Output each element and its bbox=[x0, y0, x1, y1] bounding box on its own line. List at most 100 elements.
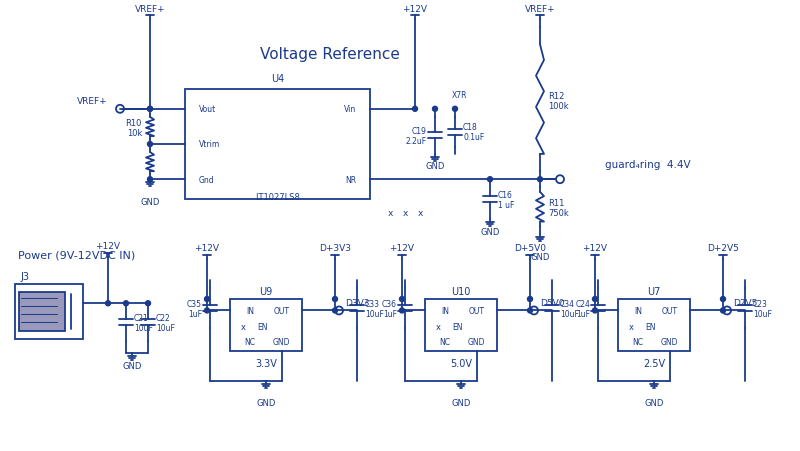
Text: C22: C22 bbox=[156, 313, 170, 322]
Text: 5.0V: 5.0V bbox=[450, 358, 472, 368]
Text: X7R: X7R bbox=[452, 90, 468, 99]
Text: Vout: Vout bbox=[199, 105, 216, 114]
Text: OUT: OUT bbox=[274, 306, 290, 315]
Text: EN: EN bbox=[452, 322, 462, 331]
Text: +12V: +12V bbox=[390, 244, 414, 253]
Circle shape bbox=[146, 301, 150, 306]
Text: NC: NC bbox=[245, 337, 256, 346]
Text: EN: EN bbox=[645, 322, 656, 331]
Text: R12: R12 bbox=[548, 92, 564, 101]
Text: 1uF: 1uF bbox=[383, 309, 397, 318]
Circle shape bbox=[147, 107, 153, 112]
Circle shape bbox=[205, 308, 210, 313]
Text: x: x bbox=[241, 322, 246, 331]
Text: GND: GND bbox=[122, 361, 142, 370]
Text: NC: NC bbox=[440, 337, 450, 346]
Text: OUT: OUT bbox=[662, 306, 678, 315]
Circle shape bbox=[205, 297, 210, 302]
Text: OUT: OUT bbox=[469, 306, 485, 315]
Text: GND: GND bbox=[661, 337, 678, 346]
Text: D+3V3: D+3V3 bbox=[319, 244, 351, 253]
Text: U4: U4 bbox=[271, 74, 285, 84]
Circle shape bbox=[399, 297, 405, 302]
Circle shape bbox=[147, 107, 153, 112]
Text: 750k: 750k bbox=[548, 209, 569, 218]
Text: GND: GND bbox=[140, 197, 160, 206]
Text: VREF+: VREF+ bbox=[78, 97, 108, 106]
Circle shape bbox=[106, 301, 110, 306]
Text: C16: C16 bbox=[498, 190, 513, 199]
Text: 10uF: 10uF bbox=[156, 323, 175, 332]
Text: U10: U10 bbox=[451, 286, 470, 296]
Text: 1 uF: 1 uF bbox=[498, 200, 514, 209]
Text: EN: EN bbox=[257, 322, 268, 331]
Text: 2.2uF: 2.2uF bbox=[406, 137, 427, 146]
Circle shape bbox=[527, 297, 533, 302]
Text: x: x bbox=[435, 322, 441, 331]
Text: Voltage Reference: Voltage Reference bbox=[260, 47, 400, 62]
Text: 1uF: 1uF bbox=[188, 309, 202, 318]
Text: NC: NC bbox=[633, 337, 644, 346]
Circle shape bbox=[333, 297, 338, 302]
Text: GND: GND bbox=[530, 252, 550, 261]
Circle shape bbox=[487, 177, 493, 182]
Text: 0.1uF: 0.1uF bbox=[463, 133, 484, 142]
Circle shape bbox=[147, 142, 153, 147]
Text: D5V0: D5V0 bbox=[540, 298, 565, 307]
Text: LT1027LS8: LT1027LS8 bbox=[255, 193, 301, 202]
Text: 2.5V: 2.5V bbox=[643, 358, 665, 368]
Circle shape bbox=[721, 297, 726, 302]
Text: Vin: Vin bbox=[344, 105, 356, 114]
Text: R11: R11 bbox=[548, 199, 564, 208]
Text: 3.3V: 3.3V bbox=[255, 358, 277, 368]
Text: C24: C24 bbox=[575, 299, 590, 308]
Text: VREF+: VREF+ bbox=[134, 5, 166, 14]
Text: x: x bbox=[418, 209, 422, 218]
Text: GND: GND bbox=[644, 399, 664, 408]
Text: GND: GND bbox=[256, 399, 276, 408]
Text: C35: C35 bbox=[187, 299, 202, 308]
Text: Power (9V-12VDC IN): Power (9V-12VDC IN) bbox=[18, 249, 135, 259]
Text: +12V: +12V bbox=[582, 244, 607, 253]
Text: IN: IN bbox=[246, 306, 254, 315]
Text: 10uF: 10uF bbox=[134, 323, 153, 332]
Text: guard₄ring  4.4V: guard₄ring 4.4V bbox=[605, 160, 690, 170]
Circle shape bbox=[333, 308, 338, 313]
Text: D2V5: D2V5 bbox=[733, 298, 758, 307]
Circle shape bbox=[413, 107, 418, 112]
Text: GND: GND bbox=[273, 337, 290, 346]
Text: C36: C36 bbox=[382, 299, 397, 308]
Bar bbox=[425, 299, 497, 351]
Text: D3V3: D3V3 bbox=[345, 298, 370, 307]
Text: C23: C23 bbox=[753, 299, 768, 308]
Text: GND: GND bbox=[480, 227, 500, 236]
Text: +12V: +12V bbox=[402, 5, 427, 14]
Text: IN: IN bbox=[441, 306, 449, 315]
Circle shape bbox=[123, 301, 129, 306]
Text: C19: C19 bbox=[412, 127, 427, 135]
Text: GND: GND bbox=[468, 337, 486, 346]
Text: R10: R10 bbox=[126, 119, 142, 128]
Text: C34: C34 bbox=[560, 299, 575, 308]
Text: D+5V0: D+5V0 bbox=[514, 244, 546, 253]
Text: J3: J3 bbox=[20, 272, 29, 281]
Text: IN: IN bbox=[634, 306, 642, 315]
Bar bbox=[19, 292, 65, 331]
Text: 1uF: 1uF bbox=[576, 309, 590, 318]
Circle shape bbox=[721, 308, 726, 313]
Text: VREF+: VREF+ bbox=[525, 5, 555, 14]
Bar bbox=[618, 299, 690, 351]
Text: GND: GND bbox=[451, 399, 470, 408]
Text: C21: C21 bbox=[134, 313, 149, 322]
Text: 10uF: 10uF bbox=[560, 309, 579, 318]
Text: Gnd: Gnd bbox=[199, 175, 214, 184]
Text: x: x bbox=[629, 322, 634, 331]
Circle shape bbox=[593, 297, 598, 302]
Text: GND: GND bbox=[426, 162, 445, 171]
Bar bbox=[230, 299, 302, 351]
Circle shape bbox=[593, 308, 598, 313]
Circle shape bbox=[453, 107, 458, 112]
Bar bbox=[15, 285, 83, 339]
Circle shape bbox=[538, 177, 542, 182]
Text: 10uF: 10uF bbox=[753, 309, 772, 318]
